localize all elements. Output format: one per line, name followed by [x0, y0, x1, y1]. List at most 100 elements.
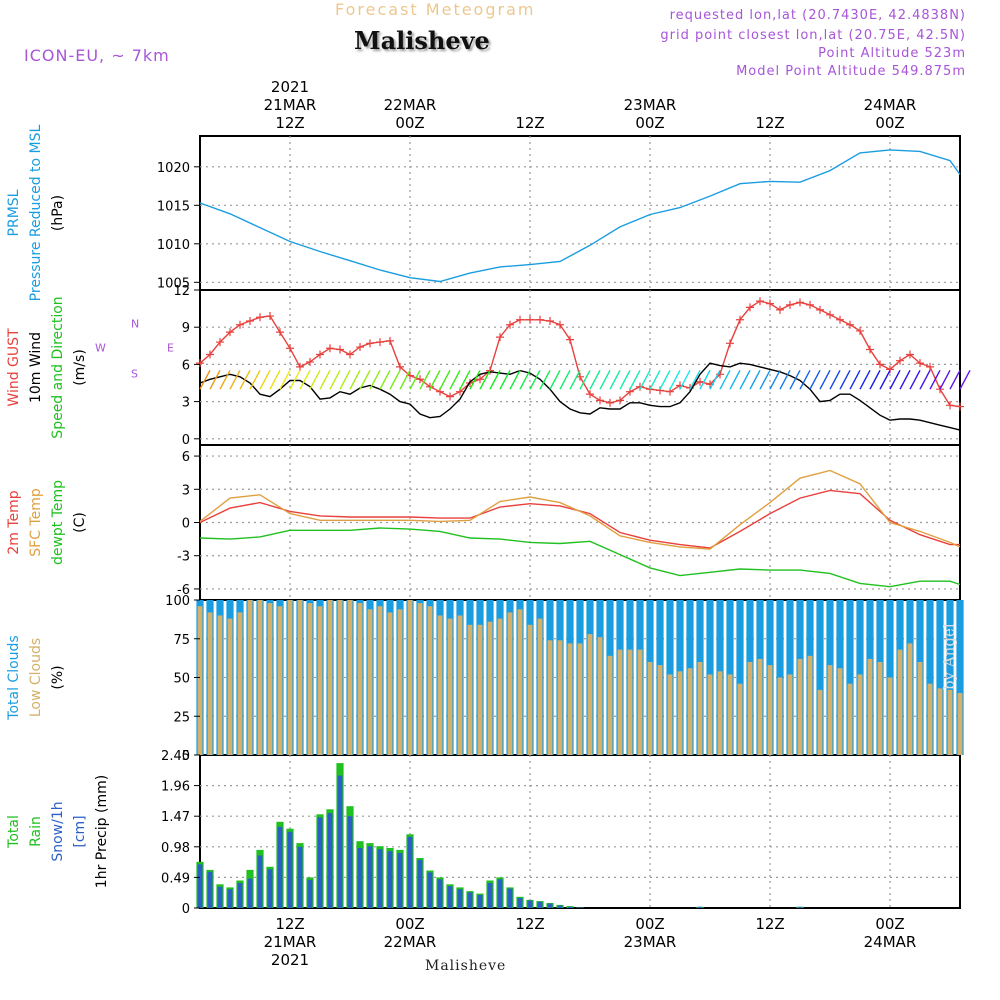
gust-marker — [886, 365, 894, 374]
bar — [687, 668, 693, 755]
gust-marker — [446, 392, 454, 401]
gust-marker — [396, 362, 404, 371]
bar — [277, 606, 283, 755]
bar — [227, 618, 233, 755]
gust-marker — [546, 317, 554, 325]
bar — [926, 600, 934, 755]
bar — [347, 816, 353, 908]
bar — [897, 649, 903, 755]
bottom-year-label: 2021 — [271, 951, 309, 969]
wind-barb — [579, 369, 591, 390]
bar — [397, 853, 403, 908]
bar — [307, 879, 313, 908]
compass-w: W — [95, 342, 106, 355]
wind-barb — [789, 369, 801, 390]
wind-barb — [939, 369, 951, 390]
panel-label: [cm] — [72, 815, 88, 847]
wind-barb — [919, 369, 931, 390]
bar — [197, 864, 203, 908]
compass-e: E — [167, 342, 174, 355]
gust-marker — [796, 298, 804, 307]
wind-barb — [609, 369, 621, 390]
point-altitude: Point Altitude 523m — [818, 46, 966, 61]
bottom-date-label: 21MAR — [264, 933, 317, 951]
wind-barb — [749, 369, 761, 390]
y-tick-label: 12 — [173, 284, 190, 299]
bar — [577, 907, 583, 908]
wind-barb — [489, 369, 501, 390]
panel-label: PRMSL — [6, 189, 22, 236]
bar — [207, 871, 213, 908]
y-tick-label: 0 — [182, 433, 190, 448]
bar — [707, 674, 713, 755]
wind-barb — [729, 369, 741, 390]
bar — [527, 900, 533, 908]
bar — [537, 901, 543, 908]
gust-marker — [506, 320, 514, 329]
bottom-date-label: 24MAR — [864, 933, 917, 951]
wind-barb — [229, 369, 241, 390]
bar — [467, 892, 473, 908]
bar — [207, 612, 213, 755]
panel-label: (%) — [50, 665, 66, 689]
wind-barb — [409, 369, 421, 390]
wind-barb — [319, 369, 331, 390]
bar — [457, 615, 463, 755]
gust-marker — [296, 362, 304, 371]
bar — [947, 689, 953, 755]
bar — [417, 603, 423, 755]
wind-barb — [469, 369, 481, 390]
bar — [577, 643, 583, 755]
wind-barb — [849, 369, 861, 390]
bar — [547, 640, 553, 755]
wind-barb — [669, 369, 681, 390]
bar — [337, 775, 343, 908]
y-tick-label: 1010 — [157, 238, 190, 253]
bar — [197, 606, 203, 755]
gust-marker — [556, 320, 564, 329]
wind-barb — [329, 369, 341, 390]
bar — [727, 674, 733, 755]
panel-label: (hPa) — [50, 195, 66, 231]
wind-barb — [799, 369, 811, 390]
bar — [467, 624, 473, 755]
wind-barb — [649, 369, 661, 390]
axis-labels: 1005 1010 1015 1020 0 3 6 9 12 -6 -3 0 3 6 0 25 50 75 100 0… — [157, 78, 916, 969]
gust-marker — [266, 312, 274, 321]
bar — [437, 879, 443, 908]
gust-marker — [236, 320, 244, 329]
wind-barb — [559, 369, 571, 390]
bar — [607, 655, 613, 755]
bar — [297, 600, 303, 755]
wind-barb — [529, 369, 541, 390]
wind-barb — [209, 369, 221, 390]
bar — [377, 606, 383, 755]
gust-marker — [906, 350, 914, 359]
wind-barb — [759, 369, 771, 390]
bar — [547, 903, 553, 908]
bar — [567, 643, 573, 755]
bottom-time-label: 00Z — [635, 915, 664, 933]
y-tick-label: 75 — [173, 633, 190, 648]
bar — [227, 889, 233, 908]
gust-marker — [616, 396, 624, 405]
panel-label: Speed and Direction — [50, 296, 66, 438]
gust-marker — [326, 344, 334, 353]
y-tick-label: 0.98 — [161, 841, 190, 856]
gust-marker — [286, 344, 294, 353]
bar — [327, 600, 333, 755]
gust-marker — [416, 375, 424, 384]
watermark: by Angel — [940, 623, 958, 690]
bottom-date-label: 23MAR — [624, 933, 677, 951]
bar — [767, 665, 773, 755]
y-tick-label: 0 — [182, 902, 190, 917]
bar — [736, 600, 744, 755]
panel-label: SFC Temp — [28, 488, 44, 557]
gust-marker — [836, 315, 844, 324]
y-tick-label: 6 — [182, 358, 190, 373]
panel-label: Low Clouds — [28, 638, 44, 717]
wind-barb — [899, 369, 911, 390]
footer-location: Malisheve — [425, 958, 507, 974]
wind-barb — [259, 369, 271, 390]
wind-barb — [479, 369, 491, 390]
